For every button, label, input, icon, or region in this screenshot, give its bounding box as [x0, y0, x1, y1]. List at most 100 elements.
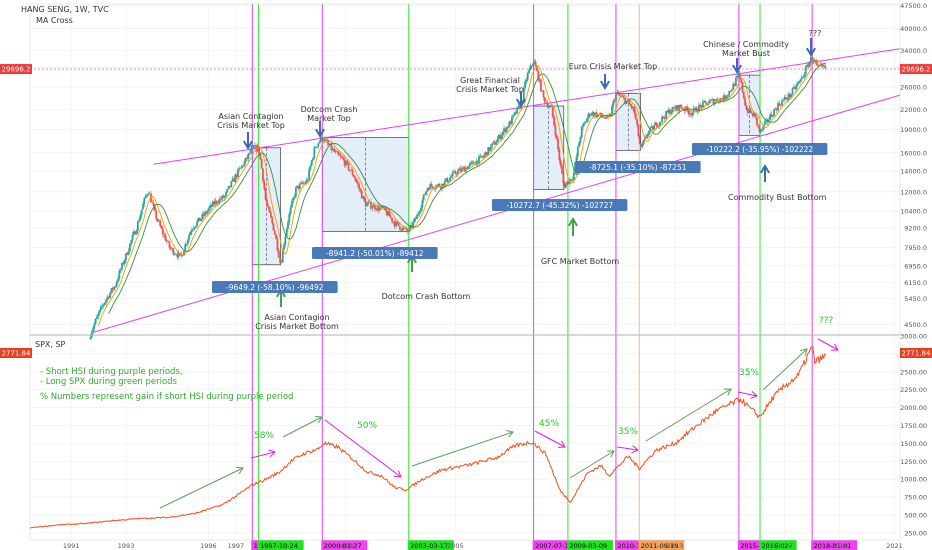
blue-arrow-qqq-head: [806, 47, 816, 57]
hsi-candle: [540, 79, 542, 92]
hsi-candle: [590, 114, 592, 116]
hsi-candle: [800, 77, 803, 80]
hsi-candle: [688, 113, 691, 115]
hsi-candle: [406, 230, 409, 232]
hsi-candle: [97, 313, 100, 317]
hsi-candle: [782, 99, 785, 101]
hsi-candle: [604, 118, 607, 119]
hsi-candle: [811, 56, 814, 60]
legend-line-1: - Short HSI during purple periods,: [40, 367, 183, 377]
hsi-candle: [300, 182, 303, 184]
hsi-candle: [175, 254, 177, 256]
date-chip-label: 2000-03-27: [324, 542, 362, 550]
hsi-candle: [587, 113, 590, 119]
hsi-candle: [258, 146, 260, 154]
hsi-candle: [126, 253, 129, 255]
hsi-candle: [221, 195, 224, 200]
hsi-candle: [636, 119, 638, 125]
hsi-candle: [449, 177, 451, 181]
hsi-candle: [579, 137, 582, 143]
hsi-candle: [746, 109, 749, 113]
date-chip: [614, 540, 653, 550]
hsi-candle: [570, 179, 573, 181]
hsi-candle: [733, 83, 736, 86]
hsi-candle: [613, 100, 616, 102]
drawdown-badges: -9649.2 (-58.10%) -96492 -8941.2 (-50.01%…: [212, 143, 828, 293]
hsi-candle: [781, 100, 783, 106]
hsi-candle: [708, 100, 711, 104]
legend-line-2: - Long SPX during green periods: [40, 377, 177, 387]
hsi-candle: [364, 201, 367, 207]
hsi-candle: [176, 255, 179, 258]
hsi-candle: [235, 174, 238, 178]
hsi-candle: [703, 101, 706, 102]
hsi-candle: [484, 152, 487, 155]
hsi-candle: [103, 302, 106, 305]
hsi-candle: [143, 197, 146, 204]
hsi-candle: [543, 97, 546, 103]
hsi-candle: [475, 160, 478, 166]
hsi-candle: [505, 126, 508, 132]
date-chip-label: 2015-0: [740, 542, 763, 550]
hsi-tick-label: 6150.0: [904, 279, 927, 287]
hsi-candle: [562, 173, 565, 183]
hsi-candle: [215, 200, 218, 204]
hsi-candle: [370, 201, 372, 209]
hsi-tick-label: 5450.0: [904, 295, 927, 303]
hsi-candle: [675, 105, 678, 110]
spx-trend-arrow-1-head: [235, 466, 244, 475]
hsi-candle: [160, 225, 163, 229]
hsi-tick-label: 19000.0: [900, 126, 927, 134]
hsi-candle: [134, 231, 137, 235]
hsi-candle: [795, 85, 798, 90]
hsi-candle: [179, 252, 181, 254]
hsi-candle: [650, 126, 653, 128]
hsi-candle: [491, 143, 494, 147]
pct-label-dotcom: 50%: [357, 421, 378, 431]
hsi-tick-label: 10400.0: [900, 208, 927, 216]
hsi-candle: [405, 227, 408, 231]
hsi-candle: [354, 177, 357, 180]
hsi-candle: [468, 163, 471, 167]
hsi-candle: [314, 146, 317, 148]
hsi-candle: [210, 205, 213, 207]
hsi-candle: [790, 94, 793, 98]
euro-top-label: Euro Crisis Market Top: [568, 62, 658, 71]
hsi-candle: [608, 115, 611, 117]
hsi-candle: [788, 93, 791, 98]
hsi-candle: [156, 218, 159, 221]
hsi-candle: [157, 220, 160, 222]
hsi-candle: [368, 201, 371, 203]
date-chip: [321, 540, 368, 550]
hsi-tick-label: 26000.0: [900, 84, 927, 92]
hsi-candle: [294, 187, 297, 197]
hsi-candle: [308, 169, 310, 181]
hsi-candle: [385, 210, 388, 216]
hsi-candle: [551, 107, 554, 117]
spx-trend-arrow-6-head: [800, 348, 808, 356]
short-arrow-qqq: [817, 338, 839, 351]
hsi-candle: [532, 63, 534, 66]
hsi-tick-label: 4500.0: [904, 321, 927, 329]
hsi-candle: [225, 191, 227, 196]
hsi-candle: [403, 227, 405, 229]
x-tick-label: 2005: [447, 542, 464, 550]
hsi-candle: [611, 105, 613, 115]
asian-bottom-label: Asian Contagion Crisis Market Bottom: [255, 313, 339, 331]
hsi-candle: [387, 211, 389, 216]
axes: 4500.0 5450.0 6150.0 6950.0 7950.0 9200.0 1040…: [29, 2, 927, 550]
hsi-candle: [696, 111, 699, 113]
hsi-candle: [516, 107, 519, 114]
hsi-candle: [497, 134, 500, 140]
hsi-candle: [188, 235, 191, 240]
hsi-candle: [280, 262, 283, 264]
hsi-candle: [333, 148, 335, 152]
hsi-candle: [559, 160, 562, 166]
hsi-candle: [395, 221, 397, 227]
hsi-candle: [429, 184, 432, 190]
badge-china: [692, 143, 828, 155]
spx-trend-arrow-1: [159, 467, 244, 509]
hsi-candle: [219, 198, 222, 200]
hsi-candle: [677, 105, 679, 111]
